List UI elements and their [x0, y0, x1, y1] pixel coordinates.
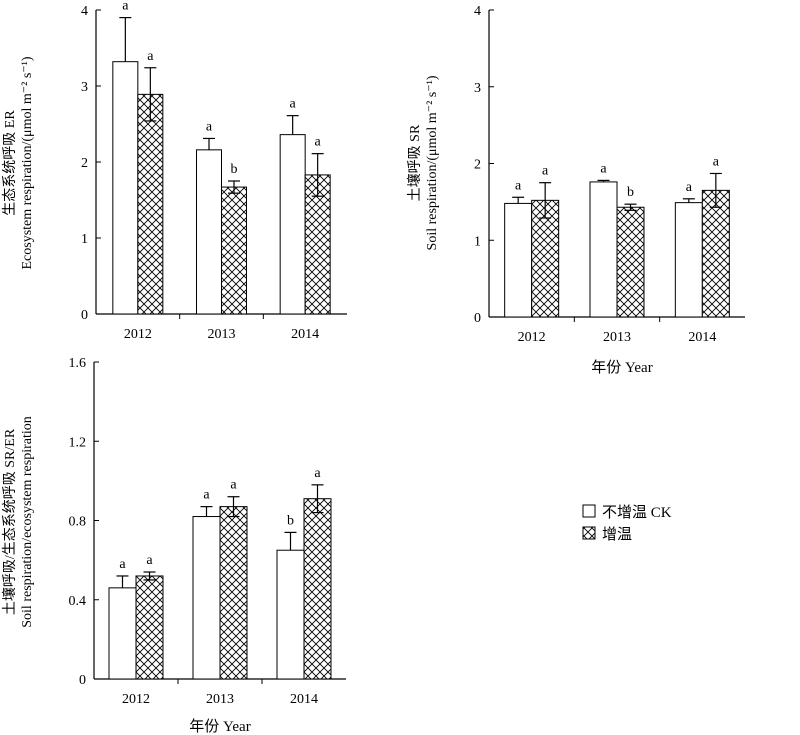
y-tick-label: 0.4 [69, 594, 87, 609]
y-tick-label: 1 [474, 234, 481, 249]
y-axis-label-en: Soil respiration/ecosystem respiration [20, 416, 35, 628]
y-tick-label: 1.2 [69, 435, 87, 450]
legend: 不增温 CK 增温 [582, 504, 672, 543]
x-tick-label: 2013 [208, 327, 236, 342]
y-tick-label: 2 [474, 158, 481, 173]
y-tick-label: 3 [81, 80, 88, 95]
bar-control [589, 181, 618, 318]
bar-control [112, 61, 139, 315]
significance-letter: a [146, 553, 153, 568]
bar-control [504, 202, 533, 318]
significance-letter: a [542, 164, 549, 179]
bar-warming [303, 498, 332, 680]
significance-letter: a [515, 178, 522, 193]
legend-swatch-open [582, 504, 596, 518]
bar-warming [616, 206, 645, 318]
y-tick-label: 2 [81, 156, 88, 171]
y-tick-label: 3 [474, 81, 481, 96]
significance-letter: b [287, 513, 294, 528]
y-tick-label: 0.8 [69, 515, 87, 530]
bar-warming [219, 506, 248, 680]
significance-letter: a [206, 119, 213, 134]
y-tick-label: 4 [474, 4, 481, 19]
significance-letter: b [231, 162, 238, 177]
y-axis-label-cn: 生态系统呼吸 ER [2, 110, 18, 216]
y-tick-label: 1.6 [69, 356, 87, 371]
bar-warming [135, 575, 164, 680]
bar-warming [137, 93, 164, 315]
bar-control [196, 149, 222, 315]
significance-letter: a [122, 0, 129, 14]
significance-letter: a [290, 97, 297, 112]
x-tick-label: 2012 [122, 692, 150, 707]
x-tick-label: 2014 [688, 330, 716, 345]
x-tick-label: 2013 [206, 692, 234, 707]
y-tick-label: 0 [81, 308, 88, 323]
significance-letter: a [147, 49, 154, 64]
y-axis-label-en: Ecosystem respiration/(μmol m⁻² s⁻¹) [20, 56, 35, 269]
y-tick-label: 0 [474, 311, 481, 326]
significance-letter: a [203, 488, 210, 503]
significance-letter: b [627, 185, 634, 200]
x-tick-label: 2014 [291, 327, 319, 342]
significance-letter: a [119, 557, 126, 572]
bar-control [674, 202, 703, 318]
x-axis-label: 年份 Year [591, 359, 652, 376]
significance-letter: a [686, 180, 693, 195]
bar-warming [531, 199, 560, 318]
x-tick-label: 2012 [124, 327, 152, 342]
bar-warming [221, 186, 247, 315]
bar-warming [701, 189, 730, 318]
legend-label-ck: 不增温 CK [602, 504, 672, 521]
significance-letter: a [713, 154, 720, 169]
significance-letter: a [315, 135, 322, 150]
panel-ecosystem-respiration: 生态系统呼吸 ER Ecosystem respiration/(μmol m⁻… [2, 0, 347, 342]
x-tick-label: 2013 [603, 330, 631, 345]
x-axis-label: 年份 Year [189, 718, 250, 735]
bar-control [108, 587, 137, 680]
bar-control [279, 134, 306, 315]
x-tick-label: 2012 [518, 330, 546, 345]
legend-label-warming: 增温 [602, 526, 632, 543]
bar-control [192, 516, 221, 680]
y-axis-label-cn: 土壤呼吸/生态系统呼吸 SR/ER [1, 428, 18, 615]
significance-letter: a [314, 466, 321, 481]
bar-control [276, 549, 305, 680]
y-tick-label: 1 [81, 232, 88, 247]
legend-swatch-hatched [582, 526, 596, 540]
y-axis-label-cn: 土壤呼吸 SR [406, 124, 423, 201]
y-tick-label: 4 [81, 4, 88, 19]
y-tick-label: 0 [79, 673, 86, 688]
panel-respiration-ratio: 土壤呼吸/生态系统呼吸 SR/ER Soil respiration/ecosy… [1, 356, 346, 735]
x-tick-label: 2014 [290, 692, 318, 707]
y-axis-label-en: Soil respiration/(μmol m⁻² s⁻¹) [425, 75, 440, 250]
significance-letter: a [230, 478, 237, 493]
panel-soil-respiration: 土壤呼吸 SR Soil respiration/(μmol m⁻² s⁻¹) … [406, 4, 745, 376]
significance-letter: a [600, 161, 607, 176]
